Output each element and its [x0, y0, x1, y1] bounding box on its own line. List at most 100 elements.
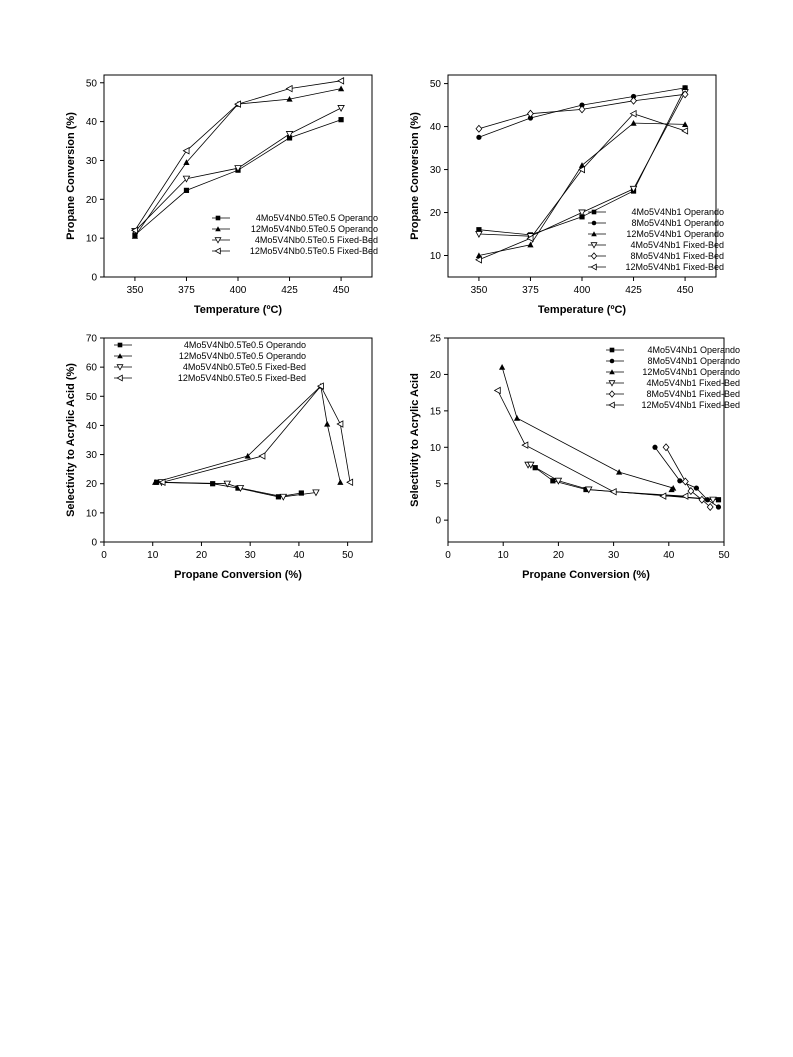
- data-point: [493, 386, 501, 395]
- legend-label: 8Mo5V4Nb1 Operando: [647, 356, 740, 366]
- x-tick-label: 350: [127, 285, 144, 296]
- legend-label: 4Mo5V4Nb0.5Te0.5 Operando: [256, 213, 378, 223]
- legend-label: 4Mo5V4Nb0.5Te0.5 Operando: [184, 340, 306, 350]
- data-point: [286, 95, 293, 102]
- y-tick-label: 40: [430, 122, 442, 133]
- legend-marker: [591, 231, 597, 237]
- data-point: [279, 493, 288, 501]
- data-point: [709, 496, 717, 504]
- data-point: [337, 77, 345, 85]
- plot-frame: [447, 337, 725, 543]
- legend-label: 12Mo5V4Nb1 Fixed-Bed: [641, 400, 740, 410]
- data-point: [687, 486, 695, 496]
- series-4: [475, 89, 689, 241]
- data-point: [475, 124, 483, 133]
- y-tick-label: 10: [430, 251, 442, 262]
- x-axis-title: Temperature (ºC): [538, 304, 626, 316]
- data-point: [513, 415, 521, 421]
- data-point: [298, 490, 304, 496]
- data-point: [578, 162, 586, 168]
- data-point: [223, 480, 232, 488]
- x-tick-label: 40: [293, 550, 305, 561]
- data-point: [681, 90, 689, 99]
- data-point: [554, 477, 563, 485]
- y-tick-label: 30: [86, 450, 98, 461]
- legend-marker: [116, 374, 123, 382]
- x-tick-label: 10: [498, 550, 510, 561]
- data-point: [629, 185, 638, 193]
- data-point: [681, 127, 689, 135]
- series-3: [475, 120, 689, 259]
- data-point: [234, 165, 242, 173]
- data-point: [584, 486, 593, 494]
- data-point: [609, 487, 617, 496]
- x-tick-label: 30: [608, 550, 620, 561]
- chart-2: 350 375 400 425 450 10 20 30 40 50 Temperature (ºC…: [409, 74, 724, 316]
- data-point: [668, 486, 675, 493]
- plot-frame: [103, 337, 373, 543]
- x-tick-label: 40: [663, 550, 675, 561]
- data-point: [152, 479, 159, 485]
- x-tick-label: 20: [553, 550, 565, 561]
- y-tick-label: 5: [435, 479, 441, 490]
- data-point: [527, 109, 534, 118]
- y-tick-label: 60: [86, 363, 98, 374]
- data-point: [527, 241, 534, 248]
- data-point: [681, 492, 689, 500]
- data-point: [475, 231, 483, 238]
- data-point: [285, 84, 293, 93]
- data-point: [715, 504, 722, 510]
- y-tick-label: 20: [430, 208, 442, 219]
- series-line: [162, 385, 351, 483]
- legend: 4Mo5V4Nb0.5Te0.5 Operando12Mo5V4Nb0.5Te0…: [114, 340, 306, 383]
- legend-marker: [215, 215, 221, 221]
- y-tick-label: 30: [86, 156, 98, 167]
- x-axis-title: Propane Conversion (%): [522, 569, 650, 581]
- data-point: [275, 494, 282, 500]
- y-axis-title: Propane Conversion (%): [409, 112, 421, 240]
- series-line: [155, 385, 341, 483]
- x-tick-label: 350: [471, 285, 488, 296]
- data-point: [324, 420, 331, 427]
- data-point: [630, 93, 637, 100]
- legend-marker: [590, 242, 598, 249]
- data-point: [337, 105, 345, 112]
- legend-label: 4Mo5V4Nb1 Fixed-Bed: [646, 378, 740, 388]
- data-point: [706, 503, 714, 512]
- data-point: [629, 109, 637, 118]
- data-point: [521, 441, 529, 449]
- data-point: [659, 492, 667, 500]
- legend-marker: [608, 401, 615, 409]
- data-point: [234, 100, 242, 108]
- x-axis-title: Temperature (ºC): [194, 304, 282, 316]
- data-point: [183, 187, 190, 193]
- data-point: [285, 131, 294, 138]
- legend-label: 8Mo5V4Nb1 Fixed-Bed: [646, 389, 740, 399]
- legend-marker: [117, 342, 123, 348]
- legend-marker: [116, 364, 124, 371]
- legend-marker: [609, 358, 615, 364]
- y-tick-label: 10: [86, 508, 98, 519]
- y-tick-label: 20: [86, 479, 98, 490]
- data-point: [578, 105, 586, 114]
- x-tick-label: 0: [101, 550, 107, 561]
- y-tick-label: 0: [91, 538, 97, 549]
- legend-label: 8Mo5V4Nb1 Fixed-Bed: [630, 251, 724, 261]
- y-tick-label: 50: [430, 79, 442, 90]
- data-point: [131, 233, 139, 239]
- y-tick-label: 0: [91, 273, 97, 284]
- y-tick-label: 50: [86, 392, 98, 403]
- legend-label: 4Mo5V4Nb1 Fixed-Bed: [630, 240, 724, 250]
- series-5: [662, 443, 714, 512]
- legend-label: 12Mo5V4Nb0.5Te0.5 Operando: [251, 224, 378, 234]
- legend-marker: [591, 209, 597, 215]
- chart-3: 0 10 20 30 40 50 0 10 20 30 40 50 60 70 Propane Conver…: [65, 334, 373, 581]
- data-point: [630, 96, 637, 105]
- legend-marker: [608, 390, 616, 398]
- data-point: [312, 489, 320, 497]
- series-2: [652, 444, 722, 510]
- series-2: [152, 382, 344, 485]
- y-tick-label: 20: [430, 370, 442, 381]
